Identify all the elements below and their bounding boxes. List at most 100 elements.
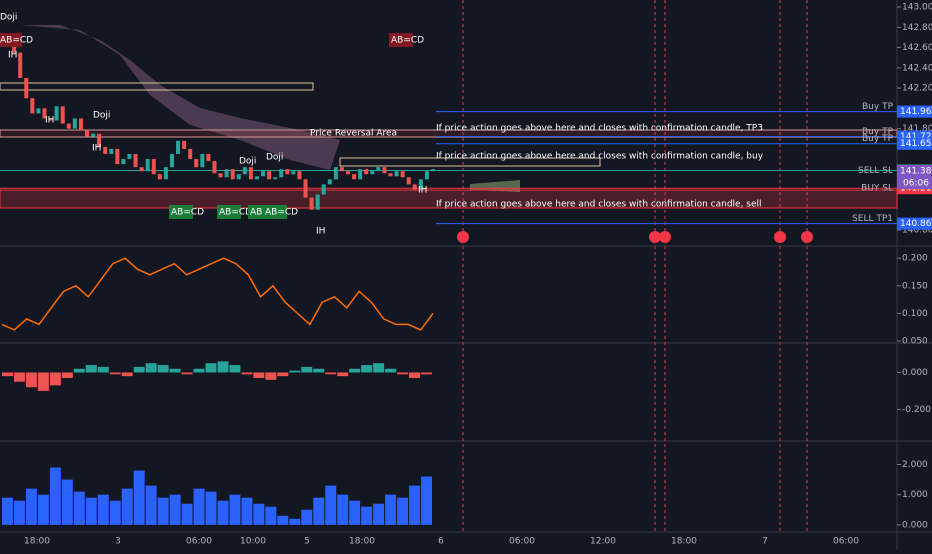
macd-bar <box>289 370 301 373</box>
annotation: If price action goes above here and clos… <box>436 124 763 134</box>
price-tag-label: 141.968 <box>900 107 932 117</box>
volume-bar <box>145 485 157 525</box>
macd-bar <box>277 372 289 377</box>
volume-bar <box>253 503 265 525</box>
macd-bar <box>241 372 253 375</box>
volume-bar <box>121 488 133 525</box>
candle <box>145 159 150 172</box>
level-name: Buy TP <box>862 127 894 137</box>
candle <box>139 167 144 172</box>
pattern-label: AB=CD <box>219 208 252 218</box>
macd-bar <box>157 365 169 373</box>
candle <box>412 184 417 190</box>
candle <box>333 167 338 180</box>
candle <box>24 77 29 99</box>
candle <box>36 108 41 114</box>
zone <box>0 189 898 209</box>
x-tick-label: 3 <box>115 537 121 547</box>
candle <box>97 133 102 147</box>
zone <box>0 82 314 91</box>
pattern-box <box>217 205 241 219</box>
pattern-label: Doji <box>0 13 17 23</box>
pattern-label: AB=CD <box>391 36 424 46</box>
candle <box>12 42 17 53</box>
macd-bar <box>169 368 181 373</box>
volume-bar <box>97 494 109 525</box>
y-tick-label: 2.000 <box>902 460 928 470</box>
y-tick-label: 143.000 <box>902 2 932 12</box>
macd-bar <box>373 363 385 373</box>
macd-bar <box>421 372 432 375</box>
volume-bar <box>37 494 49 525</box>
macd-bar <box>409 372 421 378</box>
candle <box>346 171 351 175</box>
candle <box>66 123 71 129</box>
macd-bar <box>217 361 229 373</box>
event-lines <box>462 0 808 532</box>
annotation: If price action goes above here and clos… <box>436 200 762 210</box>
candle <box>230 169 235 180</box>
macd-bar <box>73 368 85 373</box>
macd-bar <box>313 368 325 373</box>
y-tick-label: 142.800 <box>902 23 932 33</box>
candle <box>327 179 332 185</box>
volume-bar <box>421 476 432 525</box>
candle <box>382 167 387 174</box>
y-tick-label: 0.000 <box>902 368 928 378</box>
candle <box>431 169 435 172</box>
volume-bar <box>49 467 61 525</box>
candle <box>115 148 120 165</box>
macd-bar <box>253 372 265 378</box>
volume-bar <box>25 488 37 525</box>
macd-bar <box>85 365 97 373</box>
x-tick-label: 7 <box>762 537 768 547</box>
volume-bar <box>13 500 25 525</box>
candle <box>303 179 308 198</box>
volume-bar <box>361 506 373 525</box>
candle <box>418 179 423 190</box>
zone-label: Price Reversal Area <box>310 129 397 139</box>
oscillator-line <box>1 257 434 331</box>
volume-bar <box>109 500 121 525</box>
candle <box>60 106 65 124</box>
volume-bar <box>169 494 181 525</box>
level-name: SELL TP1 <box>852 214 893 224</box>
pattern-label: Doji <box>266 153 283 163</box>
candle <box>248 167 253 180</box>
macd-bar <box>181 372 193 375</box>
candle <box>376 167 381 172</box>
level-name: Buy TP <box>862 102 894 112</box>
cloud <box>20 25 340 170</box>
event-icons[interactable] <box>457 231 813 243</box>
volume-bar <box>241 497 253 525</box>
volume-bar <box>385 494 397 525</box>
candle <box>352 174 357 180</box>
y-tick-label: 0.150 <box>902 281 928 291</box>
pattern-label: IH <box>45 116 54 126</box>
macd-bar <box>97 366 109 373</box>
macd-bar <box>361 365 373 373</box>
volume-bar <box>349 500 361 525</box>
pattern-label: AB=CD <box>0 36 33 46</box>
candle <box>297 171 302 180</box>
macd-bar <box>205 363 217 373</box>
candle <box>18 52 23 78</box>
x-tick-label: 18:00 <box>24 537 50 547</box>
candle <box>78 118 83 131</box>
countdown: 06:06 <box>903 179 929 189</box>
y-tick-label: 142.200 <box>902 84 932 94</box>
candle <box>364 169 369 175</box>
volume-bar <box>217 500 229 525</box>
candle <box>400 171 405 178</box>
volume-bar <box>409 485 421 525</box>
macd-bar <box>193 368 205 373</box>
candle <box>254 176 259 180</box>
volume-bar <box>337 494 349 525</box>
x-tick-label: 12:00 <box>590 537 616 547</box>
y-tick-label: 1.000 <box>902 490 928 500</box>
y-tick-label: 0.200 <box>902 254 928 264</box>
y-tick-label: -0.200 <box>902 405 931 415</box>
candle <box>388 173 393 177</box>
candle <box>370 171 375 175</box>
candle <box>157 174 162 180</box>
